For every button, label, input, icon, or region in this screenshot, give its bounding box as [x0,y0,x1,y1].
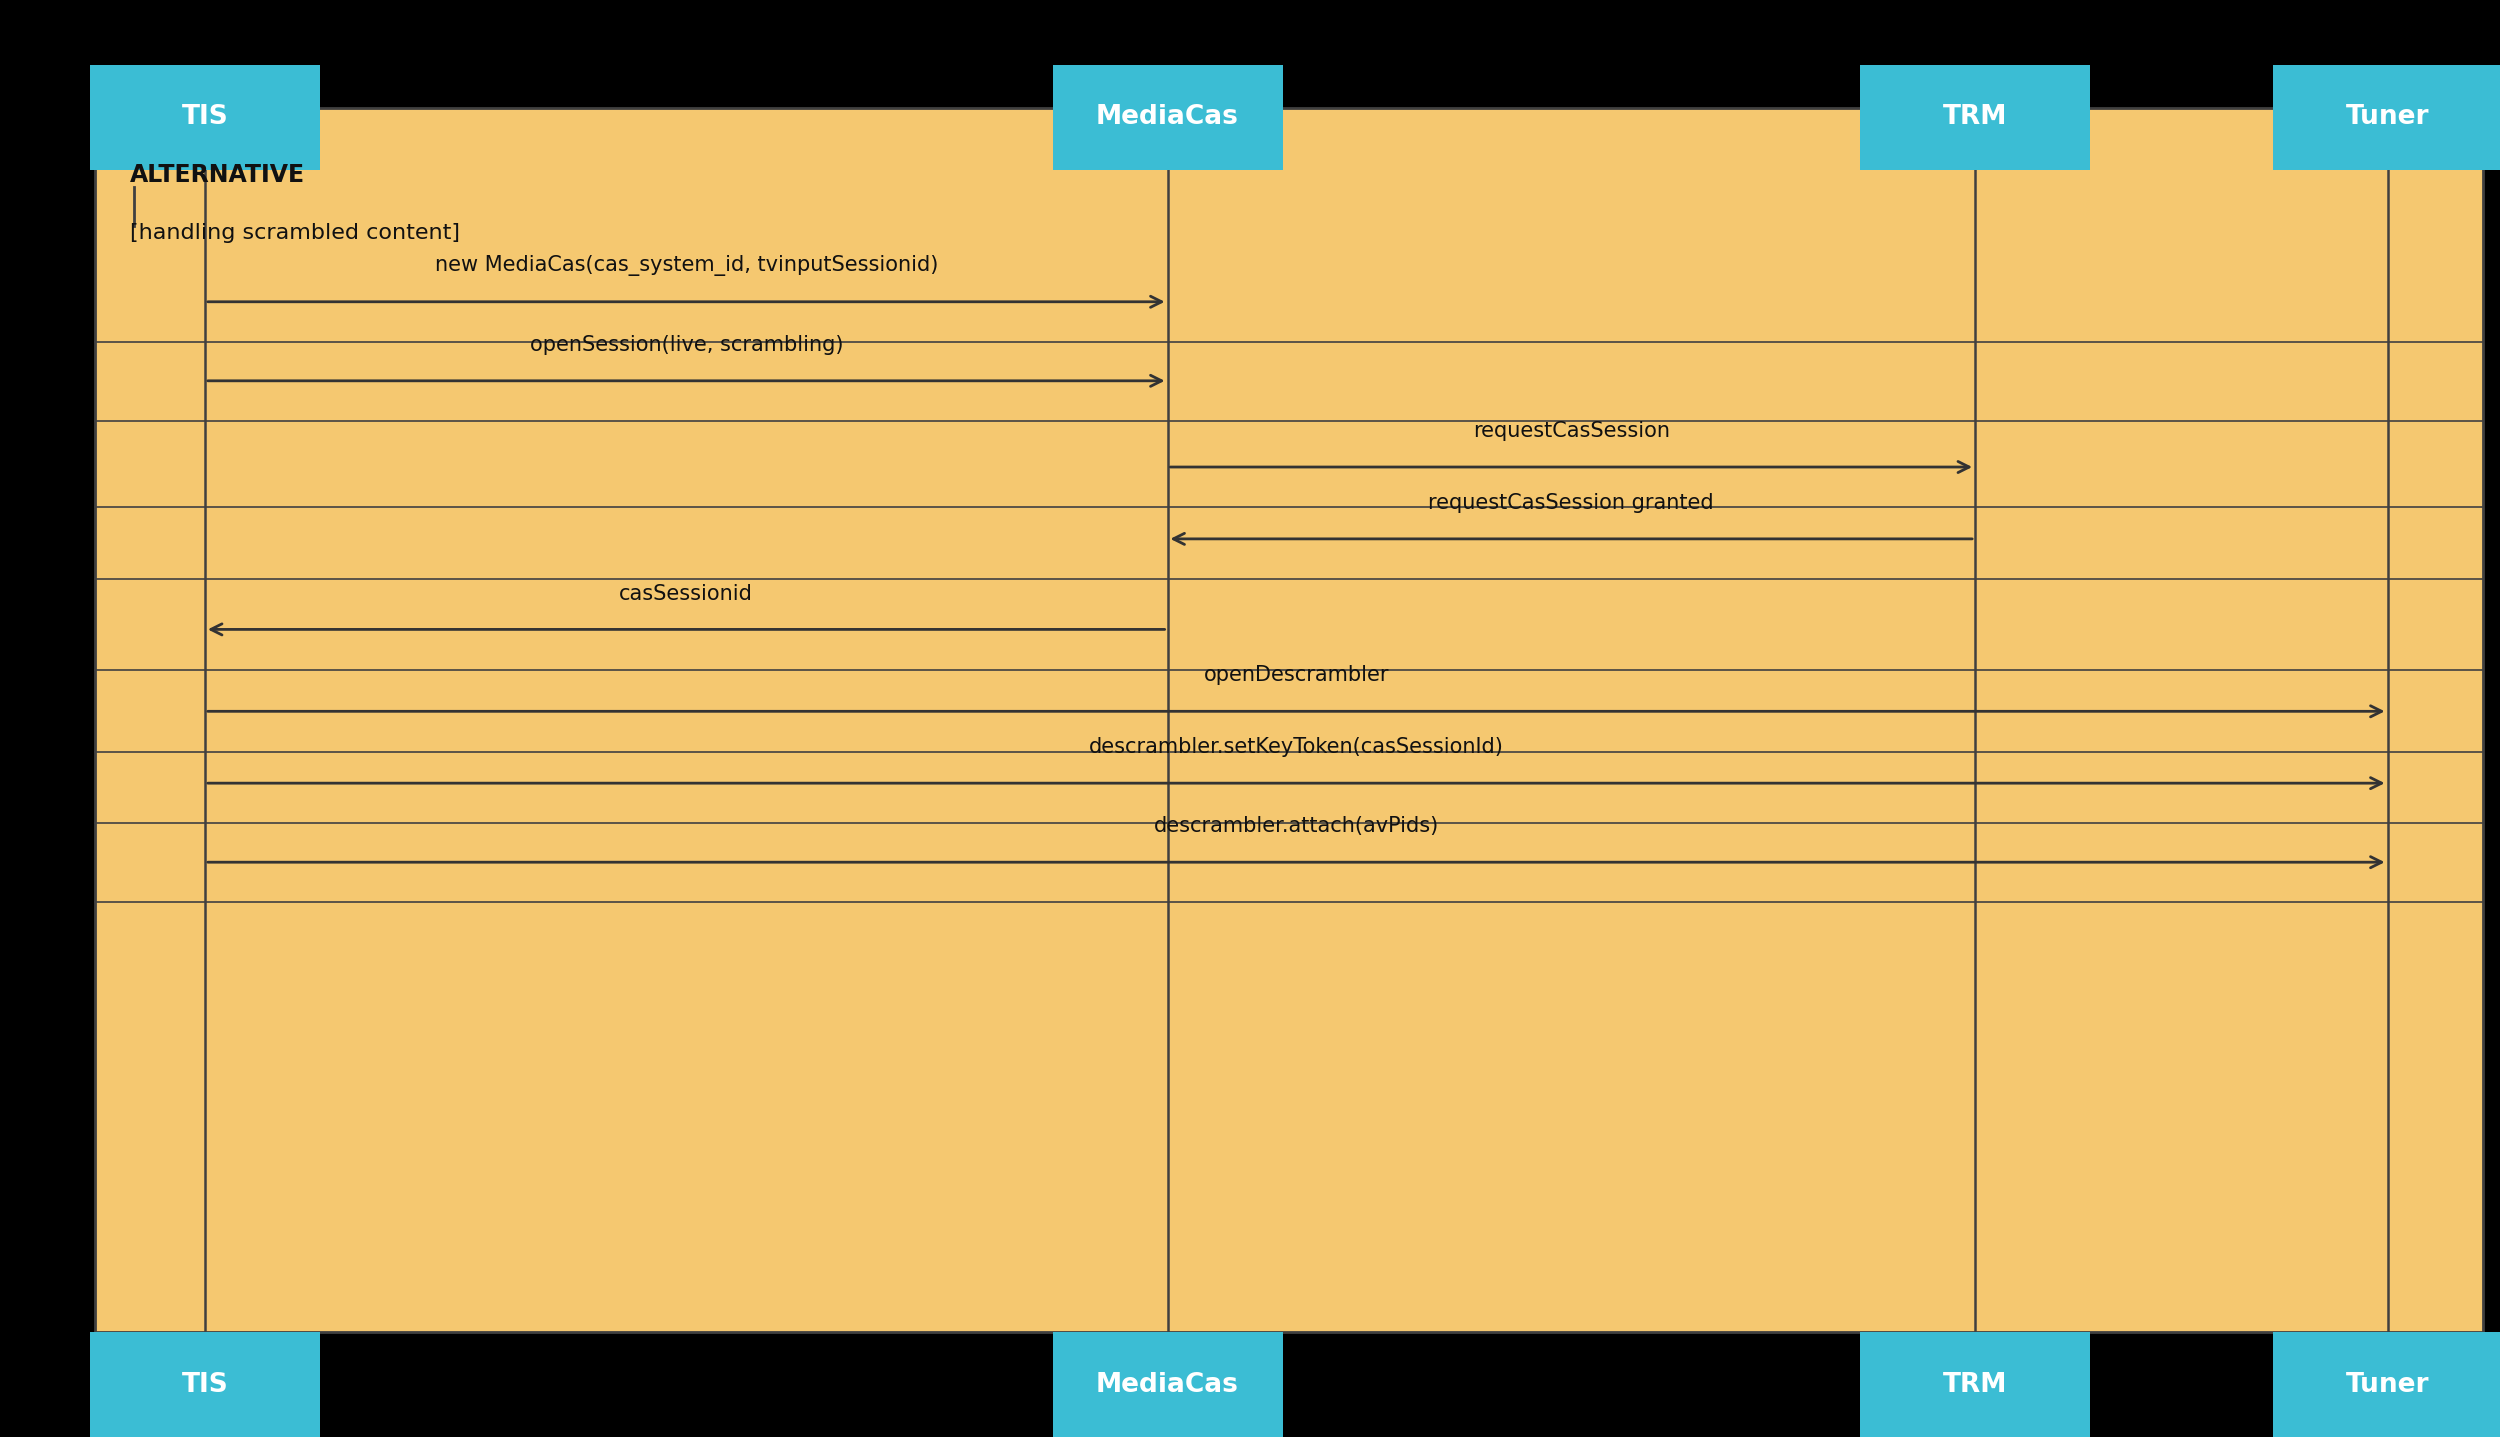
Text: TRM: TRM [1942,1371,2008,1398]
Text: TRM: TRM [1942,103,2008,131]
Text: requestCasSession: requestCasSession [1472,421,1670,441]
Bar [90,1332,320,1437]
Text: MediaCas: MediaCas [1095,1371,1240,1398]
Text: Tuner: Tuner [2345,1371,2430,1398]
Bar [90,65,320,170]
Bar [1860,65,2090,170]
Text: openSession(live, scrambling): openSession(live, scrambling) [530,335,842,355]
Text: MediaCas: MediaCas [1095,103,1240,131]
Bar [1052,1332,1282,1437]
Text: casSessionid: casSessionid [620,583,752,604]
Text: ALTERNATIVE: ALTERNATIVE [130,164,305,187]
Text: TIS: TIS [182,1371,228,1398]
Text: descrambler.setKeyToken(casSessionId): descrambler.setKeyToken(casSessionId) [1090,737,1502,757]
Text: [handling scrambled content]: [handling scrambled content] [130,223,460,243]
Bar [1860,1332,2090,1437]
Bar [2272,65,2500,170]
Text: descrambler.attach(avPids): descrambler.attach(avPids) [1152,816,1440,836]
Bar [1052,65,1282,170]
Text: TIS: TIS [182,103,228,131]
Text: new MediaCas(cas_system_id, tvinputSessionid): new MediaCas(cas_system_id, tvinputSessi… [435,254,938,276]
Text: openDescrambler: openDescrambler [1202,665,1390,685]
Text: requestCasSession granted: requestCasSession granted [1427,493,1715,513]
Text: Tuner: Tuner [2345,103,2430,131]
Bar [2272,1332,2500,1437]
Bar [95,108,2482,1332]
